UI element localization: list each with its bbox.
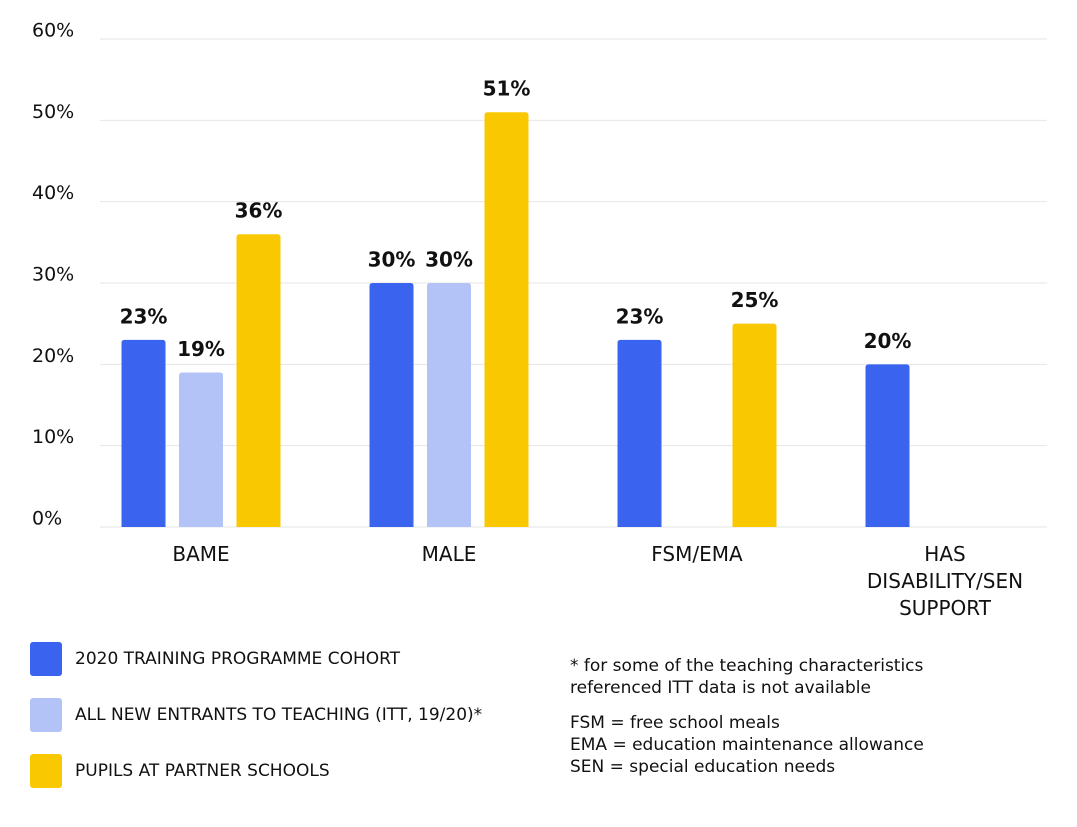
y-tick-label: 10% bbox=[32, 426, 74, 448]
value-label: 20% bbox=[864, 329, 912, 353]
y-tick-label: 20% bbox=[32, 345, 74, 367]
legend-item: 2020 TRAINING PROGRAMME COHORT bbox=[30, 642, 400, 676]
value-label: 51% bbox=[483, 77, 531, 101]
note: SEN = special education needs bbox=[570, 757, 836, 777]
bar bbox=[369, 283, 414, 527]
legend-item: PUPILS AT PARTNER SCHOOLS bbox=[30, 754, 330, 788]
value-label: 19% bbox=[177, 337, 225, 361]
y-tick-label: 50% bbox=[32, 101, 74, 123]
bar bbox=[179, 372, 223, 527]
bar bbox=[617, 339, 662, 527]
bar bbox=[732, 323, 777, 527]
legend-label: ALL NEW ENTRANTS TO TEACHING (ITT, 19/20… bbox=[75, 705, 483, 725]
value-label: 36% bbox=[235, 199, 283, 223]
legend-label: PUPILS AT PARTNER SCHOOLS bbox=[75, 761, 330, 781]
x-tick-label: BAME bbox=[172, 542, 230, 566]
y-tick-label: 30% bbox=[32, 264, 74, 286]
legend-item: ALL NEW ENTRANTS TO TEACHING (ITT, 19/20… bbox=[30, 698, 482, 732]
bar bbox=[236, 234, 281, 527]
legend-swatch bbox=[30, 642, 62, 676]
legend-label: 2020 TRAINING PROGRAMME COHORT bbox=[75, 649, 401, 669]
note: EMA = education maintenance allowance bbox=[570, 735, 924, 755]
note: * for some of the teaching characteristi… bbox=[570, 656, 924, 698]
value-label: 25% bbox=[731, 288, 779, 312]
bar bbox=[484, 112, 529, 527]
bar bbox=[865, 364, 910, 527]
y-tick-label: 0% bbox=[32, 508, 62, 530]
x-tick-label: FSM/EMA bbox=[651, 542, 743, 566]
y-tick-label: 60% bbox=[32, 20, 74, 42]
y-tick-label: 40% bbox=[32, 182, 74, 204]
value-label: 23% bbox=[616, 304, 664, 328]
x-tick-label: MALE bbox=[421, 542, 477, 566]
bar bbox=[121, 339, 166, 527]
value-label: 30% bbox=[425, 248, 473, 272]
legend-swatch bbox=[30, 698, 62, 732]
bar bbox=[427, 283, 471, 527]
legend-swatch bbox=[30, 754, 62, 788]
value-label: 23% bbox=[120, 304, 168, 328]
value-label: 30% bbox=[368, 248, 416, 272]
x-tick-label: HAS DISABILITY/SEN SUPPORT bbox=[866, 542, 1024, 620]
note: FSM = free school meals bbox=[570, 713, 780, 733]
